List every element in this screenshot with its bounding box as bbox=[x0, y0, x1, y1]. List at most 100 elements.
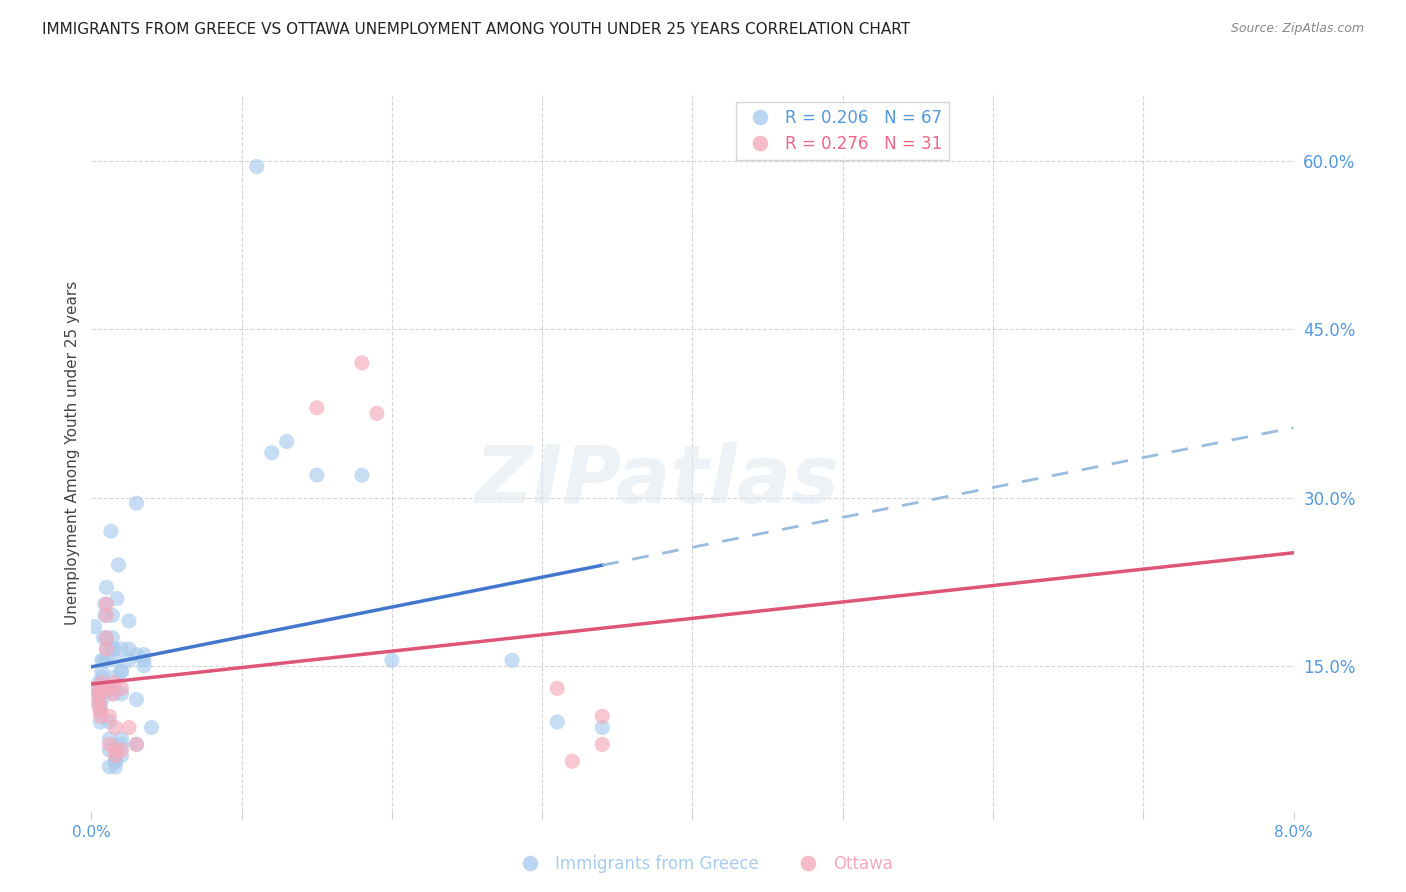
Point bbox=[591, 709, 613, 723]
Point bbox=[98, 714, 121, 729]
Point bbox=[381, 653, 404, 667]
Point bbox=[350, 356, 373, 370]
Point bbox=[94, 608, 117, 623]
Point bbox=[96, 580, 118, 594]
Point bbox=[100, 524, 122, 539]
Point bbox=[546, 714, 568, 729]
Point bbox=[96, 642, 118, 657]
Point bbox=[98, 760, 121, 774]
Point bbox=[132, 653, 155, 667]
Point bbox=[118, 653, 141, 667]
Point bbox=[110, 665, 132, 679]
Point bbox=[103, 675, 125, 690]
Point bbox=[101, 631, 124, 645]
Point bbox=[125, 738, 148, 752]
Point bbox=[98, 743, 121, 757]
Point bbox=[546, 681, 568, 696]
Point bbox=[118, 642, 141, 657]
Point bbox=[89, 714, 111, 729]
Point bbox=[104, 748, 127, 763]
Point bbox=[98, 731, 121, 746]
Point bbox=[87, 692, 110, 706]
Point bbox=[87, 698, 110, 713]
Point bbox=[104, 743, 127, 757]
Point bbox=[105, 591, 128, 606]
Point bbox=[83, 681, 105, 696]
Point bbox=[110, 687, 132, 701]
Text: IMMIGRANTS FROM GREECE VS OTTAWA UNEMPLOYMENT AMONG YOUTH UNDER 25 YEARS CORRELA: IMMIGRANTS FROM GREECE VS OTTAWA UNEMPLO… bbox=[42, 22, 910, 37]
Point bbox=[125, 648, 148, 662]
Point bbox=[96, 642, 118, 657]
Point bbox=[110, 642, 132, 657]
Point bbox=[110, 665, 132, 679]
Point bbox=[98, 709, 121, 723]
Point bbox=[90, 670, 112, 684]
Point bbox=[103, 642, 125, 657]
Point bbox=[100, 681, 122, 696]
Point bbox=[110, 738, 132, 752]
Point bbox=[141, 721, 163, 735]
Point bbox=[96, 631, 118, 645]
Point bbox=[101, 687, 124, 701]
Text: 8.0%: 8.0% bbox=[1274, 825, 1313, 840]
Point bbox=[89, 687, 111, 701]
Point bbox=[96, 597, 118, 611]
Point bbox=[246, 160, 269, 174]
Point bbox=[87, 681, 110, 696]
Point bbox=[125, 692, 148, 706]
Point bbox=[107, 558, 129, 572]
Point bbox=[87, 692, 110, 706]
Point bbox=[90, 681, 112, 696]
Point bbox=[118, 614, 141, 628]
Point bbox=[96, 653, 118, 667]
Legend: R = 0.206   N = 67, R = 0.276   N = 31: R = 0.206 N = 67, R = 0.276 N = 31 bbox=[737, 102, 949, 160]
Text: Source: ZipAtlas.com: Source: ZipAtlas.com bbox=[1230, 22, 1364, 36]
Point bbox=[89, 698, 111, 713]
Point bbox=[561, 754, 583, 768]
Point bbox=[591, 738, 613, 752]
Point bbox=[89, 704, 111, 718]
Point bbox=[90, 692, 112, 706]
Point bbox=[96, 608, 118, 623]
Point bbox=[104, 754, 127, 768]
Point bbox=[90, 665, 112, 679]
Point bbox=[110, 681, 132, 696]
Point bbox=[118, 721, 141, 735]
Point bbox=[276, 434, 298, 449]
Point bbox=[94, 597, 117, 611]
Point bbox=[305, 401, 328, 415]
Point bbox=[110, 748, 132, 763]
Point bbox=[87, 675, 110, 690]
Point bbox=[305, 468, 328, 483]
Point bbox=[125, 496, 148, 510]
Point bbox=[132, 648, 155, 662]
Point bbox=[96, 631, 118, 645]
Point bbox=[93, 631, 115, 645]
Point bbox=[93, 653, 115, 667]
Legend: Immigrants from Greece, Ottawa: Immigrants from Greece, Ottawa bbox=[506, 848, 900, 880]
Point bbox=[101, 642, 124, 657]
Point bbox=[101, 608, 124, 623]
Point bbox=[89, 709, 111, 723]
Point bbox=[90, 653, 112, 667]
Point bbox=[98, 738, 121, 752]
Point bbox=[87, 687, 110, 701]
Point bbox=[103, 670, 125, 684]
Point bbox=[103, 681, 125, 696]
Point bbox=[104, 760, 127, 774]
Y-axis label: Unemployment Among Youth under 25 years: Unemployment Among Youth under 25 years bbox=[65, 281, 80, 624]
Point bbox=[83, 619, 105, 633]
Text: ZIPatlas: ZIPatlas bbox=[474, 442, 839, 520]
Point bbox=[90, 675, 112, 690]
Point bbox=[104, 754, 127, 768]
Point bbox=[110, 731, 132, 746]
Point bbox=[87, 698, 110, 713]
Point bbox=[104, 653, 127, 667]
Point bbox=[501, 653, 523, 667]
Point bbox=[132, 658, 155, 673]
Point bbox=[125, 738, 148, 752]
Point bbox=[110, 743, 132, 757]
Point bbox=[591, 721, 613, 735]
Point bbox=[366, 406, 388, 420]
Point bbox=[89, 704, 111, 718]
